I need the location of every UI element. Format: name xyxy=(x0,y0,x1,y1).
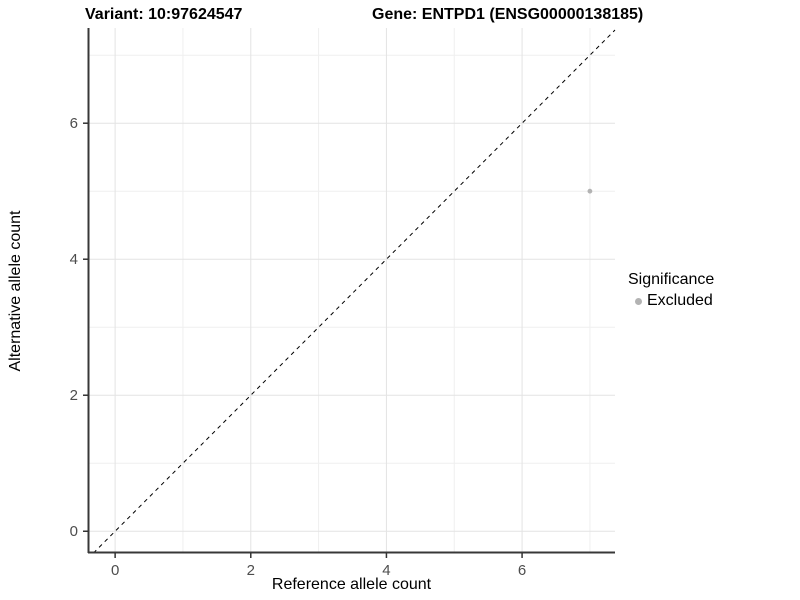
y-tick-label: 0 xyxy=(70,523,78,540)
x-tick-label: 4 xyxy=(382,562,390,579)
x-tick-label: 2 xyxy=(247,562,255,579)
y-axis-title: Alternative allele count xyxy=(7,210,24,372)
legend: Significance Excluded xyxy=(628,271,714,310)
legend-title: Significance xyxy=(628,271,715,288)
excluded-point-icon xyxy=(635,297,642,305)
data-point xyxy=(587,188,593,194)
legend-item-excluded: Excluded xyxy=(628,292,714,310)
y-tick-label: 4 xyxy=(70,251,78,268)
y-tick-label: 2 xyxy=(70,387,78,404)
x-tick-label: 6 xyxy=(518,562,526,579)
plot-panel: 0 2 4 6 0 2 4 6 xyxy=(70,28,616,579)
gene-title: Gene: ENTPD1 (ENSG00000138185) xyxy=(372,6,644,23)
y-tick-label: 6 xyxy=(70,115,78,132)
legend-item-label: Excluded xyxy=(647,292,713,309)
variant-title: Variant: 10:97624547 xyxy=(85,6,243,23)
identity-dashed-line xyxy=(93,29,616,554)
x-axis-title: Reference allele count xyxy=(271,576,432,593)
x-tick-label: 0 xyxy=(111,562,119,579)
